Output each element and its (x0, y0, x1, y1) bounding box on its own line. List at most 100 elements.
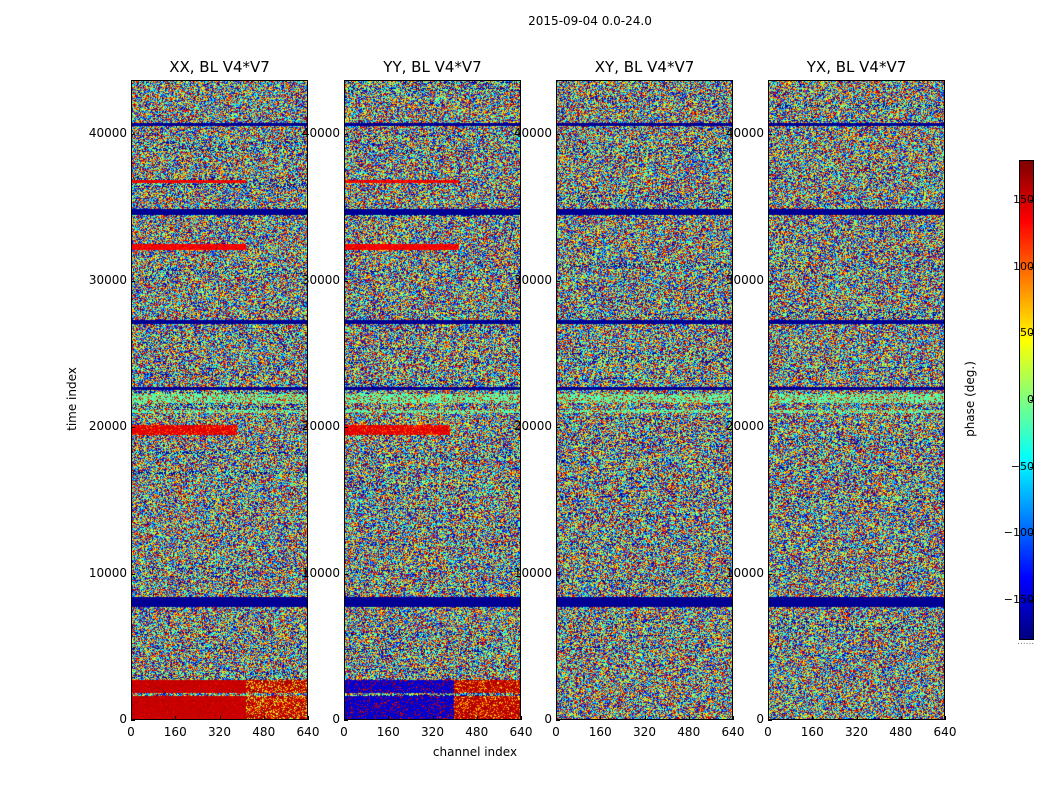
x-tick-label: 640 (296, 725, 320, 739)
x-tick-label: 160 (588, 725, 612, 739)
x-tick-label: 160 (376, 725, 400, 739)
x-axis-label: channel index (432, 745, 518, 759)
x-tick-label: 320 (208, 725, 231, 739)
x-tick-mark (900, 716, 902, 720)
x-tick-label: 480 (677, 725, 701, 739)
x-tick-mark (768, 716, 769, 720)
x-tick-mark (945, 716, 946, 720)
x-tick-mark (521, 716, 522, 720)
y-tick-mark (344, 280, 348, 282)
y-tick-mark (768, 573, 772, 575)
y-tick-label: 30000 (301, 272, 340, 287)
colorbar-tick-mark (1030, 333, 1034, 335)
x-tick-label: 0 (340, 725, 348, 739)
y-tick-mark (556, 134, 560, 136)
heatmap-xy (556, 80, 733, 720)
y-axis-label: time index (65, 367, 79, 431)
x-tick-mark (131, 716, 132, 720)
x-tick-label: 480 (889, 725, 913, 739)
colorbar-tick-label: 50 (1020, 326, 1034, 340)
y-tick-mark (344, 720, 348, 721)
y-tick-label: 20000 (88, 419, 127, 434)
x-tick-mark (600, 716, 602, 720)
colorbar-tick-label: 100 (1013, 259, 1034, 273)
y-tick-mark (768, 427, 772, 429)
y-tick-label: 0 (544, 712, 552, 726)
heatmap-xy-canvas (557, 81, 732, 719)
heatmap-yx (768, 80, 945, 720)
colorbar-tick-mark (1030, 200, 1034, 201)
x-tick-label: 0 (127, 725, 135, 739)
x-tick-label: 640 (721, 725, 745, 739)
y-tick-mark (131, 427, 135, 429)
x-tick-label: 640 (933, 725, 957, 739)
y-tick-mark (344, 134, 348, 136)
panel-title-xx: XX, BL V4*V7 (169, 58, 270, 76)
x-tick-label: 0 (552, 725, 560, 739)
y-tick-label: 10000 (301, 565, 340, 580)
y-tick-label: 40000 (725, 126, 764, 141)
y-tick-label: 10000 (725, 565, 764, 580)
y-tick-label: 20000 (513, 419, 552, 434)
x-tick-mark (432, 716, 434, 720)
y-tick-label: 30000 (513, 272, 552, 287)
y-tick-label: 30000 (88, 272, 127, 287)
y-tick-mark (768, 280, 772, 282)
x-tick-label: 640 (509, 725, 533, 739)
y-tick-mark (556, 280, 560, 282)
y-tick-mark (556, 720, 560, 721)
x-tick-mark (263, 716, 265, 720)
figure-suptitle: 2015-09-04 0.0-24.0 (528, 14, 652, 28)
y-tick-label: 20000 (725, 419, 764, 434)
x-tick-mark (688, 716, 690, 720)
heatmap-yx-canvas (769, 81, 944, 719)
heatmap-xx-canvas (132, 81, 307, 719)
x-tick-mark (644, 716, 646, 720)
x-tick-label: 160 (163, 725, 187, 739)
panel-title-yx: YX, BL V4*V7 (806, 58, 907, 76)
y-tick-label: 30000 (725, 272, 764, 287)
x-tick-label: 160 (800, 725, 824, 739)
colorbar-tick-label: −50 (1010, 459, 1034, 473)
colorbar-tick-label: −150 (1003, 593, 1034, 606)
x-tick-mark (856, 716, 858, 720)
heatmap-yy-canvas (345, 81, 520, 719)
y-tick-label: 20000 (301, 419, 340, 434)
y-tick-mark (344, 573, 348, 575)
colorbar-tick-mark (1030, 600, 1034, 601)
y-tick-mark (768, 720, 772, 721)
x-tick-label: 320 (633, 725, 656, 739)
y-tick-mark (344, 427, 348, 429)
colorbar-tick-mark (1030, 533, 1034, 535)
panel-title-yy: YY, BL V4*V7 (383, 58, 482, 76)
x-tick-mark (476, 716, 478, 720)
x-tick-label: 480 (465, 725, 489, 739)
x-tick-label: 480 (252, 725, 276, 739)
y-tick-mark (556, 573, 560, 575)
y-tick-mark (556, 427, 560, 429)
x-tick-label: 320 (421, 725, 444, 739)
y-tick-label: 0 (119, 712, 127, 726)
y-tick-label: 0 (756, 712, 764, 726)
x-tick-mark (812, 716, 814, 720)
y-tick-mark (131, 573, 135, 575)
x-tick-mark (556, 716, 557, 720)
heatmap-xx (131, 80, 308, 720)
y-tick-label: 40000 (88, 126, 127, 141)
x-tick-mark (344, 716, 345, 720)
x-tick-label: 0 (764, 725, 772, 739)
y-tick-label: 10000 (513, 565, 552, 580)
colorbar-tick-mark (1030, 466, 1034, 468)
colorbar-tick-mark (1030, 266, 1034, 268)
x-tick-mark (388, 716, 390, 720)
y-tick-label: 10000 (88, 565, 127, 580)
y-tick-mark (131, 134, 135, 136)
y-tick-mark (768, 134, 772, 136)
colorbar-gradient (1020, 161, 1033, 639)
colorbar-tick-label: 150 (1013, 193, 1034, 206)
panel-title-xy: XY, BL V4*V7 (594, 58, 695, 76)
colorbar-tick-label: 0 (974, 393, 1034, 406)
colorbar-dotted-note: ...... (1017, 637, 1035, 647)
y-tick-label: 40000 (301, 126, 340, 141)
y-tick-label: 40000 (513, 126, 552, 141)
